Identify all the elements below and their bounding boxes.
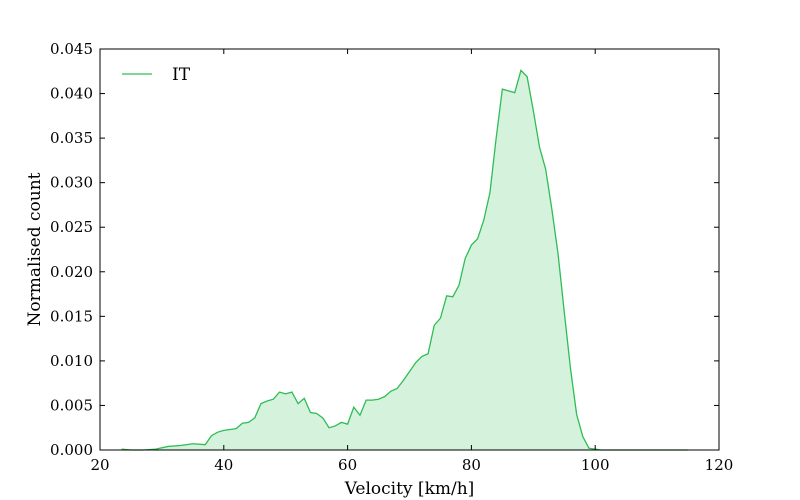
y-tick-label: 0.030 (50, 174, 93, 192)
legend: IT (122, 65, 191, 85)
y-tick-label: 0.010 (50, 352, 93, 370)
axes-frame (99, 48, 720, 451)
y-tick-label: 0.045 (50, 40, 93, 58)
ticks-layer: 20 40 60 80 100 120 0.000 0.005 0.010 0.015 0.020 0… (50, 40, 733, 474)
y-axis-label: Normalised count (25, 172, 45, 326)
x-tick-label: 80 (462, 456, 481, 474)
x-tick-label: 40 (214, 456, 233, 474)
y-tick-label: 0.025 (50, 218, 93, 236)
x-axis-label: Velocity [km/h] (344, 479, 475, 499)
x-tick-label: 20 (90, 456, 109, 474)
x-tick-label: 120 (705, 456, 734, 474)
x-tick-label: 60 (338, 456, 357, 474)
y-tick-label: 0.000 (50, 441, 93, 459)
series-layer (121, 69, 689, 451)
legend-label-it: IT (172, 65, 191, 85)
y-tick-label: 0.005 (50, 396, 93, 414)
y-tick-label: 0.035 (50, 129, 93, 147)
y-tick-label: 0.015 (50, 307, 93, 325)
y-tick-label: 0.040 (50, 85, 93, 103)
x-tick-label: 100 (581, 456, 610, 474)
y-tick-label: 0.020 (50, 263, 93, 281)
series-area-it (121, 70, 689, 450)
